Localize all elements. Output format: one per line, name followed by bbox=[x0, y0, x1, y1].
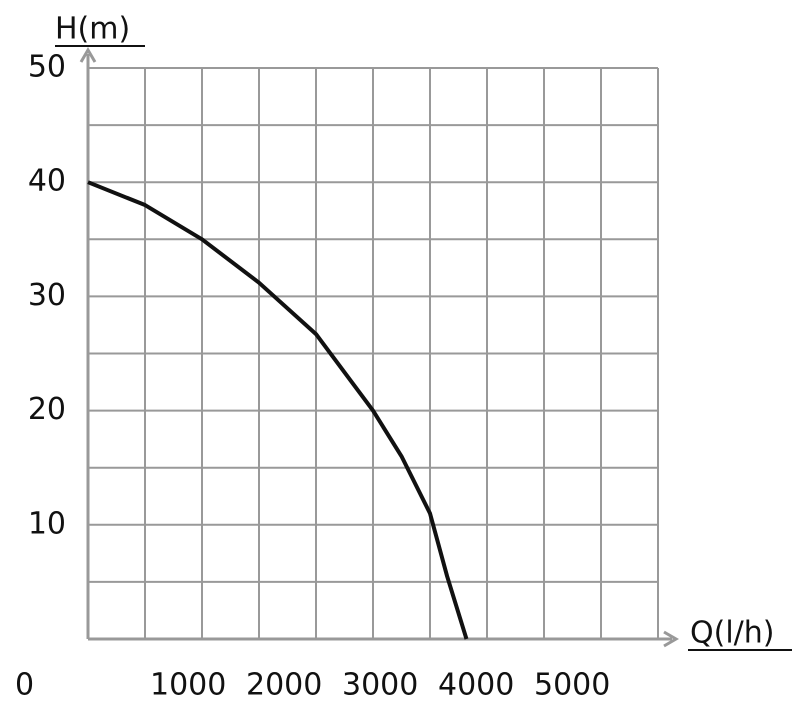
x-tick-label: 5000 bbox=[534, 668, 610, 703]
y-tick-label: 30 bbox=[28, 278, 66, 313]
y-tick-label: 10 bbox=[28, 506, 66, 541]
y-axis-arrow bbox=[79, 47, 97, 63]
y-axis-label: H(m) bbox=[55, 12, 130, 47]
x-axis-label: Q(l/h) bbox=[690, 616, 774, 651]
y-tick-label: 20 bbox=[28, 392, 66, 427]
x-tick-label: 2000 bbox=[246, 668, 322, 703]
x-tick-label: 3000 bbox=[342, 668, 418, 703]
x-tick-label: 1000 bbox=[150, 668, 226, 703]
origin-label: 0 bbox=[15, 668, 34, 703]
curve bbox=[87, 180, 469, 640]
y-tick-label: 50 bbox=[28, 50, 66, 85]
y-tick-label: 40 bbox=[28, 164, 66, 199]
x-tick-label: 4000 bbox=[438, 668, 514, 703]
x-axis-arrow bbox=[663, 630, 679, 648]
